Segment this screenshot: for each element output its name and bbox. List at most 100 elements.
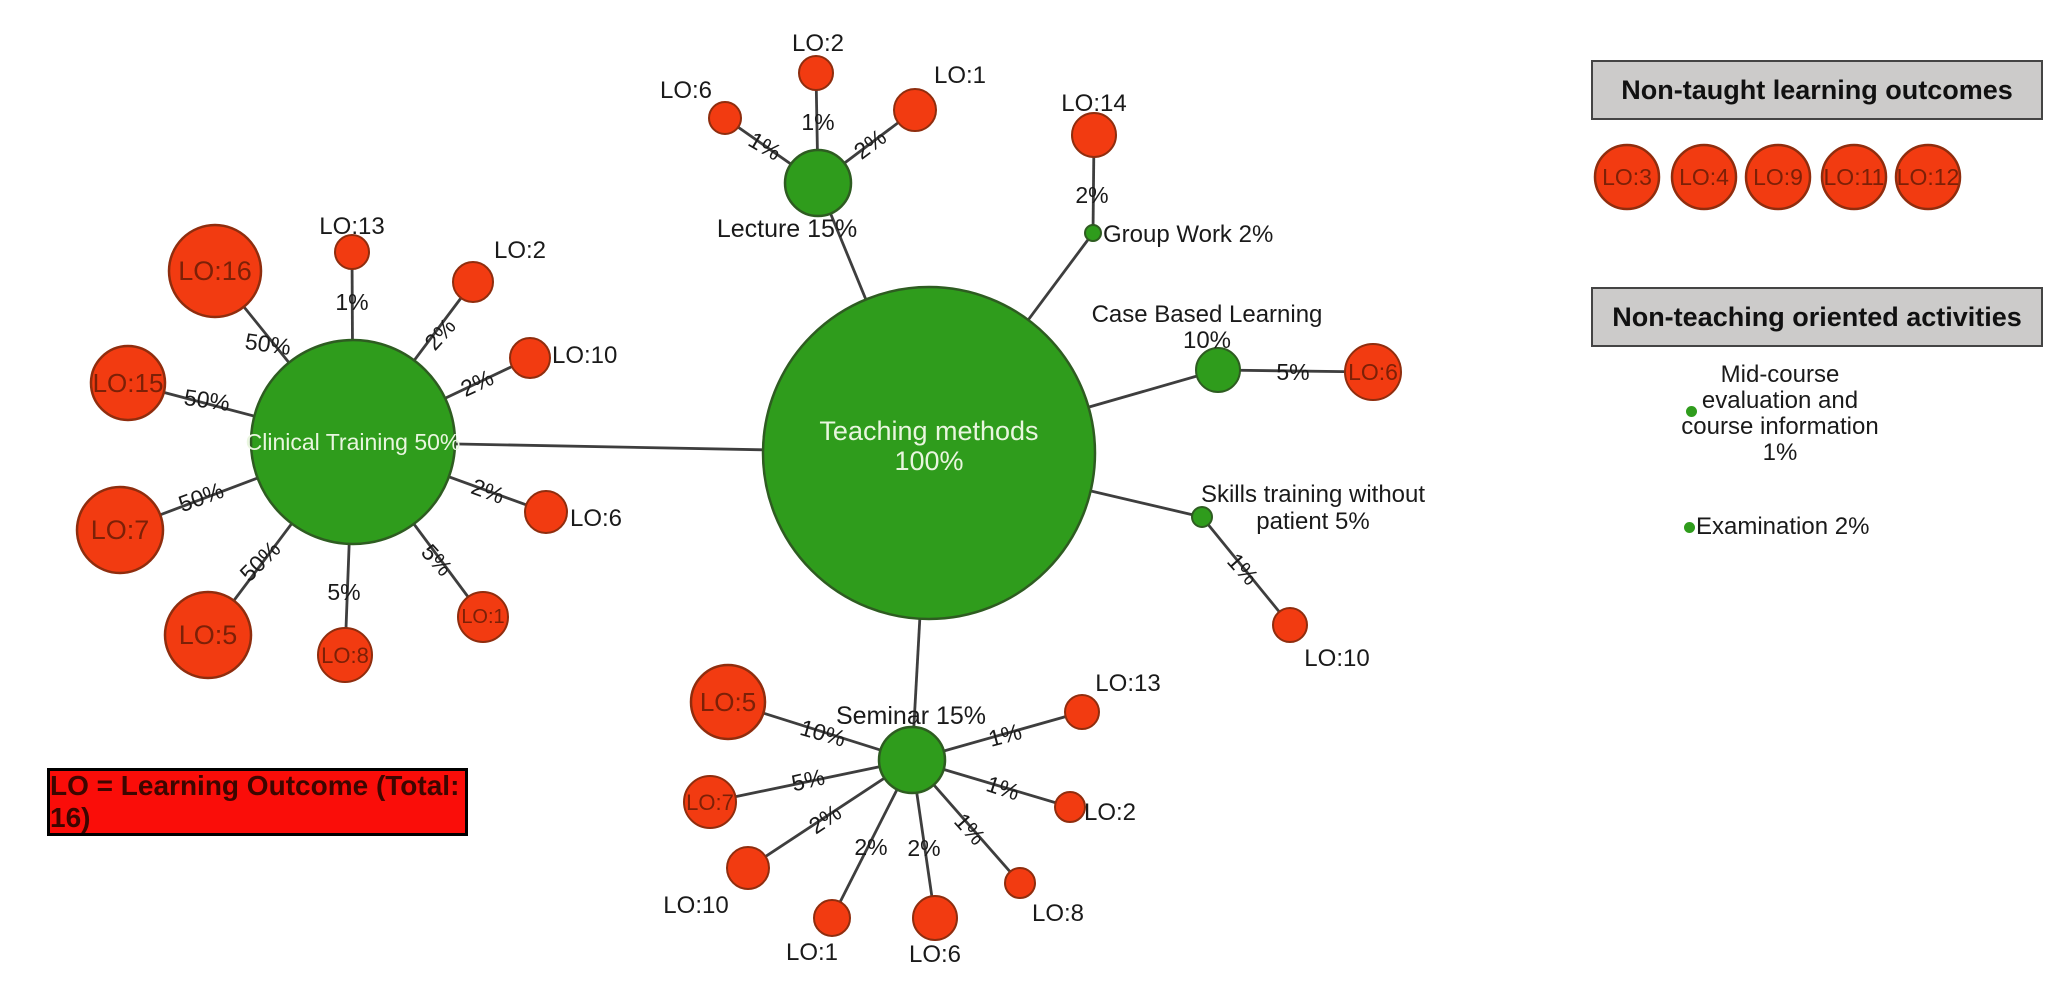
examination-node-dot-icon — [1684, 521, 1695, 533]
node-label-leg3: LO:3 — [1602, 164, 1652, 190]
node-label-seminar: Seminar 15% — [836, 702, 986, 730]
edge-seminar-se7 — [709, 758, 913, 804]
node-label-gw: Group Work 2% — [1103, 221, 1273, 248]
node-c16 — [167, 223, 263, 319]
node-cb6 — [1344, 343, 1402, 401]
node-label-clinical: Clinical Training 50% — [246, 429, 461, 455]
edge-label-lecture-l1: 2% — [849, 124, 891, 165]
edge-label-clinical-c15: 50% — [182, 384, 231, 416]
node-label-lecture: Lecture 15% — [717, 215, 857, 243]
node-skills — [1191, 506, 1213, 528]
edge-label-seminar-se10: 2% — [804, 799, 846, 839]
node-se5 — [689, 663, 767, 741]
edge-label-clinical-c16: 50% — [243, 328, 292, 360]
node-c2 — [452, 261, 494, 303]
node-label-cbl: Case Based Learning 10% — [1092, 301, 1323, 354]
node-label-c7: LO:7 — [91, 515, 150, 545]
node-label-c1: LO:1 — [461, 606, 504, 628]
node-label-c13: LO:13 — [319, 213, 384, 240]
midcourse-evaluation-note: Mid-course evaluation and course informa… — [1681, 361, 1879, 466]
edge-label-lecture-l6: 1% — [744, 126, 786, 165]
node-se7 — [683, 775, 737, 829]
node-label-c2: LO:2 — [494, 237, 546, 264]
node-label-c5: LO:5 — [179, 620, 238, 650]
node-l1 — [893, 88, 937, 132]
edge-label-gw-g14: 2% — [1075, 182, 1108, 208]
node-cbl — [1195, 347, 1241, 393]
node-leg11 — [1820, 143, 1888, 211]
node-label-l6: LO:6 — [660, 77, 712, 104]
node-label-se10: LO:10 — [663, 892, 728, 919]
node-label-leg12: LO:12 — [1897, 164, 1960, 190]
node-label-se1: LO:1 — [786, 939, 838, 966]
node-label-l2: LO:2 — [792, 30, 844, 57]
node-label-g14: LO:14 — [1061, 90, 1126, 117]
node-se6 — [912, 895, 958, 941]
node-gw — [1084, 224, 1102, 242]
node-c13 — [334, 234, 370, 270]
node-teaching — [761, 285, 1097, 621]
node-leg9 — [1744, 143, 1812, 211]
node-se1 — [813, 899, 851, 937]
examination-note: Examination 2% — [1684, 513, 1870, 540]
edge-label-clinical-c10: 2% — [456, 364, 497, 402]
node-leg3 — [1593, 143, 1661, 211]
node-clinical — [249, 338, 457, 546]
node-c6c — [524, 490, 568, 534]
node-label-se6: LO:6 — [909, 941, 961, 968]
edge-skills-s10 — [1200, 516, 1292, 626]
node-label-se2: LO:2 — [1084, 799, 1136, 826]
edge-label-seminar-se7: 5% — [789, 764, 827, 797]
node-se13 — [1064, 694, 1100, 730]
non-teaching-activities-title: Non-teaching oriented activities — [1612, 301, 2022, 332]
node-label-c8: LO:8 — [321, 643, 369, 668]
node-label-skills: Skills training without patient 5% — [1201, 481, 1425, 535]
node-label-leg11: LO:11 — [1824, 164, 1885, 190]
node-label-c10: LO:10 — [552, 342, 617, 369]
node-label-se7: LO:7 — [686, 790, 734, 815]
node-label-teaching: Teaching methods 100% — [819, 416, 1038, 476]
examination-label: Examination 2% — [1696, 513, 1870, 540]
edge-label-clinical-c2: 2% — [419, 313, 461, 355]
node-g14 — [1071, 112, 1117, 158]
node-c10 — [509, 337, 551, 379]
lo-total-legend-text: LO = Learning Outcome (Total: 16) — [50, 770, 460, 833]
node-lecture — [783, 148, 853, 218]
node-c5 — [163, 590, 253, 680]
node-c8 — [317, 627, 373, 683]
node-se2 — [1054, 791, 1086, 823]
node-label-leg4: LO:4 — [1679, 164, 1729, 190]
non-taught-outcomes-title: Non-taught learning outcomes — [1621, 74, 2013, 105]
lo-total-legend-box: LO = Learning Outcome (Total: 16) — [47, 768, 468, 836]
edge-label-seminar-se13: 1% — [986, 718, 1025, 752]
node-label-leg9: LO:9 — [1753, 164, 1803, 190]
node-l2 — [798, 55, 834, 91]
node-c15 — [89, 344, 167, 422]
edge-label-cbl-cb6: 5% — [1276, 359, 1309, 385]
node-label-c15: LO:15 — [93, 368, 164, 398]
edge-label-clinical-c6c: 2% — [468, 473, 508, 509]
node-leg4 — [1670, 143, 1738, 211]
node-label-s10: LO:10 — [1304, 645, 1369, 672]
node-label-se5: LO:5 — [700, 687, 756, 717]
node-label-c6c: LO:6 — [570, 505, 622, 532]
edge-label-lecture-l2: 1% — [801, 109, 834, 135]
node-label-se8: LO:8 — [1032, 900, 1084, 927]
node-l6 — [708, 101, 742, 135]
edge-label-clinical-c7: 50% — [175, 477, 227, 517]
node-label-l1: LO:1 — [934, 62, 986, 89]
node-label-se13: LO:13 — [1095, 670, 1160, 697]
midcourse-node-dot-icon — [1686, 406, 1697, 417]
node-label-c16: LO:16 — [178, 256, 252, 286]
edge-label-clinical-c13: 1% — [335, 289, 368, 315]
node-se8 — [1004, 867, 1036, 899]
node-s10 — [1272, 607, 1308, 643]
edge-label-seminar-se6: 2% — [907, 835, 940, 861]
edge-label-seminar-se1: 2% — [854, 834, 887, 860]
node-seminar — [877, 725, 947, 795]
edge-label-seminar-se2: 1% — [983, 770, 1023, 805]
non-teaching-activities-header: Non-teaching oriented activities — [1591, 287, 2043, 347]
edge-label-clinical-c8: 5% — [327, 579, 360, 605]
